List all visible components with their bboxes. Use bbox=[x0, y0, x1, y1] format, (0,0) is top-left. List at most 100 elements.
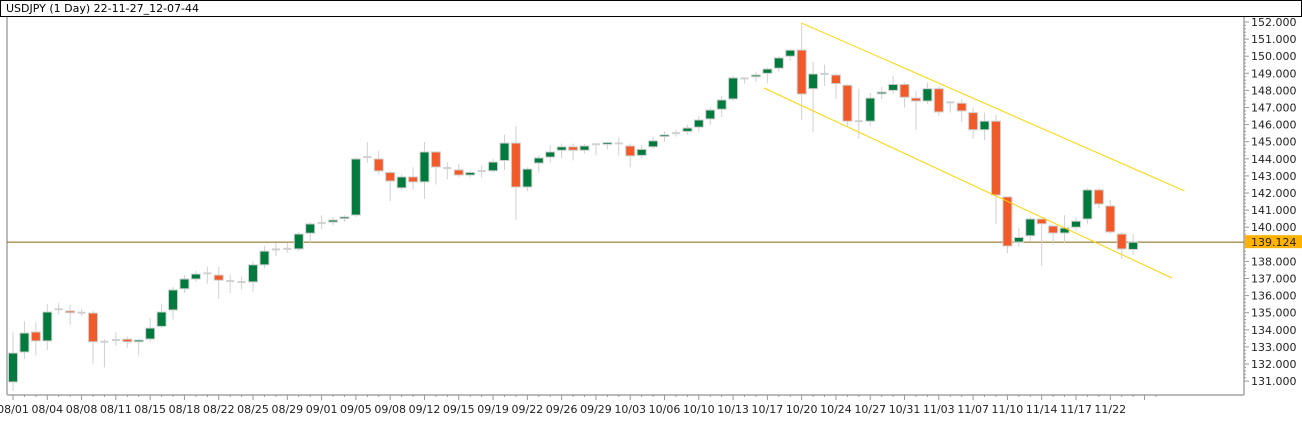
candle bbox=[533, 155, 544, 173]
candle-body bbox=[1048, 225, 1059, 234]
candle-body bbox=[1036, 218, 1047, 225]
y-tick-label: 147.000 bbox=[1251, 102, 1297, 115]
candle bbox=[1082, 187, 1093, 224]
candle-body bbox=[419, 151, 430, 183]
candle bbox=[373, 151, 384, 175]
current-price-badge bbox=[1245, 235, 1302, 249]
candle-body bbox=[453, 169, 464, 176]
candle bbox=[968, 107, 979, 139]
candle bbox=[133, 339, 144, 356]
candle-body bbox=[556, 146, 567, 151]
y-tick-label: 149.000 bbox=[1251, 67, 1297, 80]
x-tick-label: 10/31 bbox=[889, 403, 921, 416]
x-tick-label: 08/01 bbox=[0, 403, 29, 416]
candle-body bbox=[248, 264, 259, 283]
candle bbox=[659, 131, 670, 142]
candle bbox=[796, 23, 807, 120]
y-tick-label: 140.000 bbox=[1251, 221, 1297, 234]
candle bbox=[213, 267, 224, 300]
x-tick-label: 09/22 bbox=[511, 403, 543, 416]
candle-body bbox=[259, 250, 270, 266]
candle-body bbox=[1116, 233, 1127, 250]
candle bbox=[328, 216, 339, 226]
candle-body bbox=[293, 233, 304, 250]
candle bbox=[591, 143, 600, 156]
candle-body bbox=[339, 216, 350, 220]
candle bbox=[237, 276, 246, 290]
x-tick-label: 11/14 bbox=[1026, 403, 1058, 416]
candle bbox=[317, 215, 326, 229]
y-tick-label: 132.000 bbox=[1251, 358, 1297, 371]
candle-body bbox=[648, 140, 659, 148]
candle bbox=[990, 115, 1001, 224]
candle-body bbox=[785, 49, 796, 57]
candle bbox=[168, 287, 179, 320]
candle bbox=[363, 142, 372, 164]
y-tick-label: 131.000 bbox=[1251, 375, 1297, 388]
candle bbox=[773, 56, 784, 72]
candle-body bbox=[465, 171, 476, 176]
candle-body bbox=[716, 99, 727, 110]
candle bbox=[716, 96, 727, 118]
candle bbox=[854, 88, 863, 139]
candle-body bbox=[488, 161, 499, 172]
candle-body bbox=[1070, 220, 1081, 228]
candle bbox=[145, 317, 156, 342]
channel-upper-trendline bbox=[801, 22, 1185, 192]
candle-body bbox=[350, 158, 361, 216]
x-tick-label: 11/03 bbox=[923, 403, 955, 416]
candle bbox=[830, 73, 841, 99]
candle-body bbox=[693, 119, 704, 128]
x-tick-label: 09/05 bbox=[340, 403, 372, 416]
candle bbox=[100, 339, 109, 368]
x-tick-label: 09/19 bbox=[477, 403, 509, 416]
x-tick-label: 08/15 bbox=[134, 403, 166, 416]
candle bbox=[339, 215, 350, 223]
y-tick-label: 137.000 bbox=[1251, 273, 1297, 286]
candle bbox=[910, 90, 921, 130]
candle bbox=[682, 124, 693, 135]
candle bbox=[293, 232, 304, 252]
y-tick-label: 150.000 bbox=[1251, 50, 1297, 63]
candle bbox=[579, 144, 590, 154]
channel-lower-trendline bbox=[763, 87, 1173, 279]
candle-body bbox=[842, 84, 853, 122]
x-tick-label: 11/22 bbox=[1094, 403, 1126, 416]
candle-body bbox=[922, 88, 933, 102]
candle-body bbox=[156, 311, 167, 327]
candle-body bbox=[545, 151, 556, 158]
candle-body bbox=[510, 142, 521, 188]
candle bbox=[190, 270, 201, 282]
candle bbox=[499, 134, 510, 170]
x-tick-label: 11/07 bbox=[957, 403, 989, 416]
candle bbox=[88, 310, 99, 364]
candle bbox=[602, 141, 613, 150]
candle bbox=[19, 321, 30, 359]
candle bbox=[740, 77, 749, 84]
candle-body bbox=[1093, 189, 1104, 205]
candle-body bbox=[133, 339, 144, 343]
candle bbox=[42, 304, 53, 351]
candle bbox=[396, 174, 407, 190]
candle bbox=[122, 336, 133, 348]
candle-body bbox=[990, 120, 1001, 196]
candle-body bbox=[579, 145, 590, 151]
candle-body bbox=[522, 168, 533, 188]
candle bbox=[226, 274, 235, 294]
candle-body bbox=[88, 312, 99, 343]
candle-body bbox=[1105, 205, 1116, 233]
candle bbox=[77, 309, 86, 317]
candle-body bbox=[773, 57, 784, 69]
candle bbox=[510, 126, 521, 221]
candle bbox=[430, 151, 441, 185]
candle bbox=[522, 167, 533, 192]
candle-body bbox=[750, 74, 761, 78]
candle-body bbox=[499, 142, 510, 162]
candle bbox=[979, 112, 990, 140]
candle-body bbox=[659, 134, 670, 138]
candle bbox=[1128, 234, 1139, 255]
candle bbox=[750, 71, 761, 82]
candle bbox=[305, 222, 316, 243]
x-tick-label: 09/12 bbox=[409, 403, 441, 416]
candle bbox=[922, 82, 933, 105]
